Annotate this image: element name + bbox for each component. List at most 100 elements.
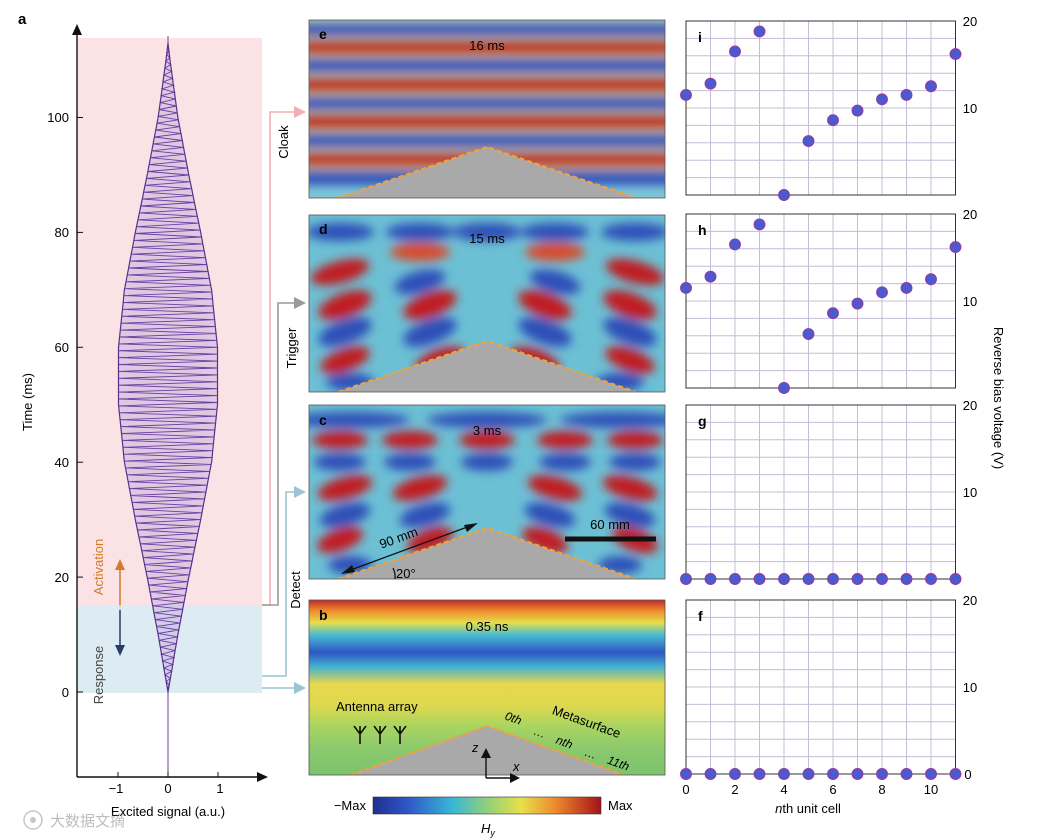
- field-band-edge: [309, 54, 665, 57]
- voltage-panel-f: f 10 20 0: [680, 593, 977, 782]
- field-lobe: [384, 453, 436, 471]
- field-pattern-e: [309, 20, 665, 185]
- cell-0th-label: 0th: [503, 709, 524, 728]
- colorbar-max-label: Max: [608, 798, 633, 813]
- a-ytick-marks: [77, 117, 83, 693]
- connector-trigger: [262, 302, 296, 606]
- colorbar-field-label: Hy: [481, 821, 495, 838]
- data-point: [827, 114, 839, 127]
- data-point: [949, 48, 962, 61]
- data-point: [925, 273, 937, 286]
- connector-antenna-arrow-icon: [294, 682, 306, 694]
- data-point: [827, 307, 839, 320]
- response-arrow-icon: [115, 645, 125, 656]
- data-point: [680, 573, 692, 585]
- voltage-panel-i: i 10 20: [680, 14, 977, 201]
- connector-cloak-arrow-icon: [294, 106, 306, 118]
- field-lobe: [537, 431, 593, 449]
- field-lobe: [390, 243, 450, 261]
- antenna-icon: [373, 725, 387, 744]
- metasurface-wedge-c: [338, 528, 636, 579]
- watermark-logo-icon: [23, 810, 43, 830]
- field-band: [309, 97, 665, 111]
- data-point: [704, 573, 717, 585]
- voltage-ytick-10: 10: [963, 485, 977, 500]
- data-point: [704, 270, 717, 283]
- field-band: [309, 115, 665, 129]
- data-point: [778, 189, 790, 201]
- data-point: [729, 768, 741, 780]
- field-lobe: [604, 502, 656, 528]
- data-point: [827, 573, 839, 585]
- activation-label: Activation: [91, 539, 106, 595]
- field-lobe: [399, 502, 451, 528]
- scatter-xtick-4: 4: [780, 782, 787, 797]
- field-lobe: [403, 317, 457, 347]
- z-axis-arrow-icon: [481, 748, 491, 758]
- watermark: 大数据文摘: [23, 810, 125, 830]
- connector-detect-arrow-icon: [294, 486, 306, 498]
- angle-label: 20°: [396, 566, 416, 581]
- panel-label-f: f: [698, 608, 703, 624]
- angle-arc: [392, 567, 396, 580]
- panel-label-e: e: [319, 26, 327, 42]
- antenna-array-label: Antenna array: [336, 699, 418, 714]
- metasurface-wedge-d: [338, 341, 636, 392]
- panel-e: [309, 20, 665, 198]
- scatter-xtick-2: 2: [731, 782, 738, 797]
- activation-arrow-icon: [115, 559, 125, 570]
- panel-frame: [685, 404, 956, 580]
- cell-dots-1: …: [531, 724, 547, 741]
- field-band: [309, 41, 665, 55]
- field-lobe: [392, 475, 448, 501]
- scale-bar-label: 60 mm: [590, 517, 630, 532]
- field-lobe: [328, 556, 372, 574]
- field-band-edge: [309, 20, 665, 21]
- cell-nth-label: nth: [554, 733, 575, 752]
- panel-frame: [685, 213, 956, 389]
- excited-signal-trace: [117, 36, 219, 777]
- voltage-panels: i 10 20 h 10 20 g 10 20 f 10 20 0: [680, 14, 977, 782]
- data-point: [680, 88, 692, 101]
- scatter-xtick-8: 8: [878, 782, 885, 797]
- time-label-c: 3 ms: [473, 423, 502, 438]
- data-point: [900, 88, 913, 101]
- field-lobe: [609, 453, 661, 471]
- dimension-90mm-line: [347, 525, 471, 572]
- side-label-cloak: Cloak: [276, 125, 291, 159]
- antenna-icon: [353, 725, 367, 744]
- data-point: [925, 768, 937, 780]
- x-axis-small-label: x: [512, 759, 520, 774]
- data-point: [778, 573, 790, 585]
- field-lobe: [525, 243, 585, 261]
- panel-label-h: h: [698, 222, 707, 238]
- field-lobe: [524, 502, 576, 528]
- field-pattern-d: [309, 223, 665, 391]
- x-axis-small-arrow-icon: [510, 773, 520, 783]
- data-point: [851, 573, 864, 585]
- a-ytick-80: 80: [55, 225, 69, 240]
- side-label-detect: Detect: [288, 571, 303, 609]
- field-lobe: [382, 431, 438, 449]
- z-axis-label: z: [471, 740, 479, 755]
- colorbar-min-label: −Max: [334, 798, 367, 813]
- a-ytick-20: 20: [55, 570, 69, 585]
- data-point: [753, 768, 766, 780]
- field-band-edge: [309, 129, 665, 132]
- a-ylabel: Time (ms): [20, 373, 35, 431]
- data-point: [851, 297, 864, 310]
- panel-d: [309, 215, 665, 392]
- voltage-panel-g: g 10 20: [680, 398, 977, 585]
- voltage-ytick-10: 10: [963, 294, 977, 309]
- field-lobe: [314, 453, 366, 471]
- data-point: [949, 241, 962, 254]
- response-label: Response: [91, 646, 106, 705]
- data-point: [827, 768, 839, 780]
- field-band-edge: [309, 110, 665, 113]
- voltage-ytick-20: 20: [963, 593, 977, 608]
- field-lobe: [317, 475, 373, 501]
- field-lobe: [459, 431, 515, 449]
- field-band-edge: [309, 73, 665, 76]
- voltage-ytick-10: 10: [963, 101, 977, 116]
